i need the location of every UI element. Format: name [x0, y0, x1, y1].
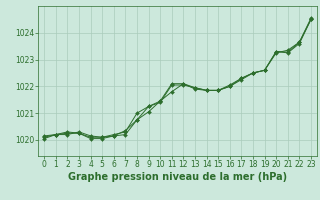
- X-axis label: Graphe pression niveau de la mer (hPa): Graphe pression niveau de la mer (hPa): [68, 172, 287, 182]
